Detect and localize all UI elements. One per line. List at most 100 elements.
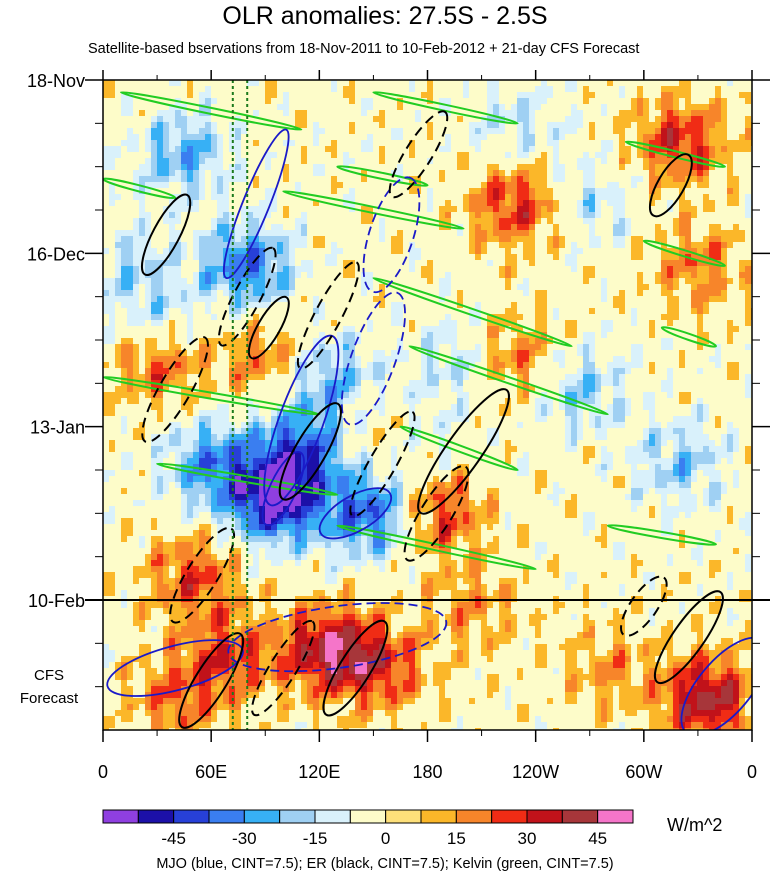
field-cell xyxy=(631,176,637,182)
field-cell xyxy=(631,554,637,560)
field-cell xyxy=(415,110,421,116)
field-cell xyxy=(715,284,721,290)
field-cell xyxy=(529,224,535,230)
field-cell xyxy=(211,482,217,488)
field-cell xyxy=(223,206,229,212)
field-cell xyxy=(619,158,625,164)
field-cell xyxy=(409,626,415,632)
field-cell xyxy=(349,638,355,644)
field-cell xyxy=(331,512,337,518)
field-cell xyxy=(325,524,331,530)
field-cell xyxy=(193,242,199,248)
field-cell xyxy=(697,128,703,134)
field-cell xyxy=(403,440,409,446)
field-cell xyxy=(217,152,223,158)
field-cell xyxy=(445,464,451,470)
field-cell xyxy=(703,416,709,422)
field-cell xyxy=(169,152,175,158)
field-cell xyxy=(457,470,463,476)
field-cell xyxy=(301,494,307,500)
chart-title: OLR anomalies: 27.5S - 2.5S xyxy=(222,2,548,30)
field-cell xyxy=(193,248,199,254)
field-cell xyxy=(397,104,403,110)
field-cell xyxy=(523,152,529,158)
field-cell xyxy=(217,524,223,530)
field-cell xyxy=(367,98,373,104)
field-cell xyxy=(673,458,679,464)
field-cell xyxy=(331,182,337,188)
field-cell xyxy=(175,122,181,128)
field-cell xyxy=(217,260,223,266)
field-cell xyxy=(499,368,505,374)
field-cell xyxy=(499,230,505,236)
field-cell xyxy=(649,440,655,446)
field-cell xyxy=(109,284,115,290)
field-cell xyxy=(157,548,163,554)
field-cell xyxy=(607,380,613,386)
field-cell xyxy=(733,182,739,188)
field-cell xyxy=(637,242,643,248)
field-cell xyxy=(727,182,733,188)
field-cell xyxy=(631,254,637,260)
field-cell xyxy=(319,608,325,614)
field-cell xyxy=(397,314,403,320)
field-cell xyxy=(181,356,187,362)
field-cell xyxy=(133,320,139,326)
field-cell xyxy=(211,470,217,476)
field-cell xyxy=(589,524,595,530)
field-cell xyxy=(307,266,313,272)
field-cell xyxy=(283,92,289,98)
field-cell xyxy=(361,368,367,374)
field-cell xyxy=(445,506,451,512)
field-cell xyxy=(619,146,625,152)
field-cell xyxy=(535,482,541,488)
field-cell xyxy=(151,590,157,596)
field-cell xyxy=(145,344,151,350)
field-cell xyxy=(199,494,205,500)
field-cell xyxy=(619,152,625,158)
field-cell xyxy=(679,572,685,578)
field-cell xyxy=(643,446,649,452)
field-cell xyxy=(163,272,169,278)
field-cell xyxy=(181,116,187,122)
field-cell xyxy=(355,608,361,614)
field-cell xyxy=(517,362,523,368)
field-cell xyxy=(613,362,619,368)
field-cell xyxy=(445,206,451,212)
field-cell xyxy=(295,380,301,386)
field-cell xyxy=(205,254,211,260)
field-cell xyxy=(253,446,259,452)
field-cell xyxy=(445,542,451,548)
field-cell xyxy=(259,632,265,638)
field-cell xyxy=(577,398,583,404)
field-cell xyxy=(109,290,115,296)
field-cell xyxy=(331,188,337,194)
field-cell xyxy=(433,362,439,368)
field-cell xyxy=(187,86,193,92)
field-cell xyxy=(337,344,343,350)
field-cell xyxy=(445,374,451,380)
field-cell xyxy=(301,146,307,152)
field-cell xyxy=(451,500,457,506)
field-cell xyxy=(253,638,259,644)
field-cell xyxy=(613,626,619,632)
field-cell xyxy=(601,446,607,452)
field-cell xyxy=(205,626,211,632)
field-cell xyxy=(427,530,433,536)
field-cell xyxy=(217,206,223,212)
field-cell xyxy=(661,266,667,272)
field-cell xyxy=(709,242,715,248)
field-cell xyxy=(499,110,505,116)
field-cell xyxy=(181,560,187,566)
field-cell xyxy=(181,398,187,404)
field-cell xyxy=(745,212,751,218)
field-cell xyxy=(691,452,697,458)
field-cell xyxy=(721,266,727,272)
field-cell xyxy=(571,428,577,434)
field-cell xyxy=(733,224,739,230)
field-cell xyxy=(535,554,541,560)
field-cell xyxy=(103,146,109,152)
field-cell xyxy=(397,530,403,536)
field-cell xyxy=(325,374,331,380)
field-cell xyxy=(211,488,217,494)
